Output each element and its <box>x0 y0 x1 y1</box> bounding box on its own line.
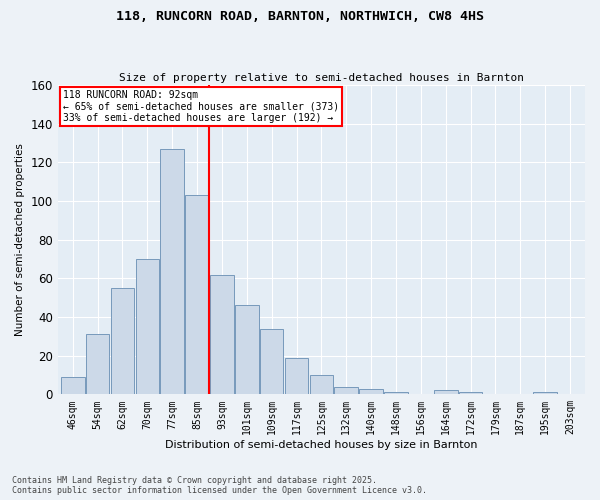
Text: 118, RUNCORN ROAD, BARNTON, NORTHWICH, CW8 4HS: 118, RUNCORN ROAD, BARNTON, NORTHWICH, C… <box>116 10 484 23</box>
Bar <box>285 358 308 395</box>
Title: Size of property relative to semi-detached houses in Barnton: Size of property relative to semi-detach… <box>119 73 524 83</box>
Bar <box>334 386 358 394</box>
Bar <box>310 375 333 394</box>
Bar <box>210 274 234 394</box>
Bar <box>533 392 557 394</box>
Bar <box>384 392 408 394</box>
Text: Contains HM Land Registry data © Crown copyright and database right 2025.
Contai: Contains HM Land Registry data © Crown c… <box>12 476 427 495</box>
Bar <box>434 390 458 394</box>
Bar <box>359 388 383 394</box>
Bar <box>136 259 159 394</box>
Bar <box>235 306 259 394</box>
Bar <box>110 288 134 395</box>
Bar <box>86 334 109 394</box>
Bar <box>61 377 85 394</box>
Bar <box>160 149 184 394</box>
Bar <box>260 328 283 394</box>
Y-axis label: Number of semi-detached properties: Number of semi-detached properties <box>15 144 25 336</box>
Text: 118 RUNCORN ROAD: 92sqm
← 65% of semi-detached houses are smaller (373)
33% of s: 118 RUNCORN ROAD: 92sqm ← 65% of semi-de… <box>63 90 339 123</box>
X-axis label: Distribution of semi-detached houses by size in Barnton: Distribution of semi-detached houses by … <box>165 440 478 450</box>
Bar <box>459 392 482 394</box>
Bar <box>185 196 209 394</box>
